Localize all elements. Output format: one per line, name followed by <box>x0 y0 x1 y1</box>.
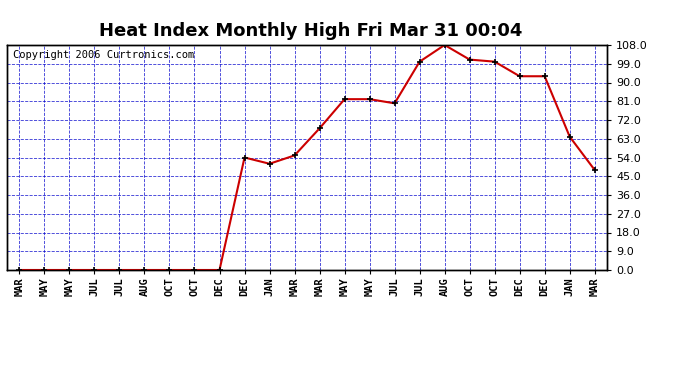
Text: Copyright 2006 Curtronics.com: Copyright 2006 Curtronics.com <box>13 50 194 60</box>
Text: Heat Index Monthly High Fri Mar 31 00:04: Heat Index Monthly High Fri Mar 31 00:04 <box>99 22 522 40</box>
